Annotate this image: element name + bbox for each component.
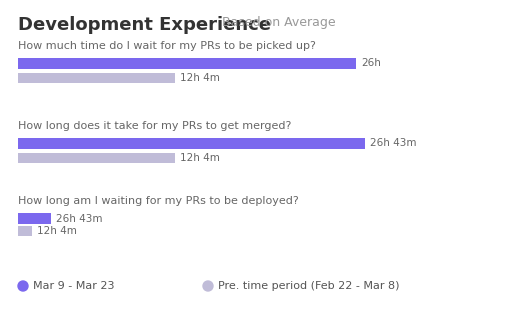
- Text: Based on Average: Based on Average: [222, 16, 335, 29]
- Text: How much time do I wait for my PRs to be picked up?: How much time do I wait for my PRs to be…: [18, 41, 316, 51]
- Text: 26h 43m: 26h 43m: [370, 138, 417, 149]
- Circle shape: [18, 281, 28, 291]
- Text: 26h: 26h: [361, 58, 381, 69]
- Text: 12h 4m: 12h 4m: [37, 226, 77, 236]
- Text: How long does it take for my PRs to get merged?: How long does it take for my PRs to get …: [18, 121, 291, 131]
- Bar: [18, 226, 32, 236]
- Bar: [18, 73, 175, 83]
- Text: 26h 43m: 26h 43m: [56, 214, 102, 223]
- Text: How long am I waiting for my PRs to be deployed?: How long am I waiting for my PRs to be d…: [18, 196, 299, 206]
- Text: 12h 4m: 12h 4m: [180, 153, 220, 163]
- Text: Mar 9 - Mar 23: Mar 9 - Mar 23: [33, 281, 114, 291]
- Bar: [18, 153, 175, 163]
- Text: 12h 4m: 12h 4m: [180, 73, 220, 83]
- Bar: [18, 138, 366, 149]
- Bar: [18, 213, 50, 224]
- Circle shape: [203, 281, 213, 291]
- Bar: [18, 58, 356, 69]
- Text: Development Experience: Development Experience: [18, 16, 271, 34]
- Text: Pre. time period (Feb 22 - Mar 8): Pre. time period (Feb 22 - Mar 8): [218, 281, 399, 291]
